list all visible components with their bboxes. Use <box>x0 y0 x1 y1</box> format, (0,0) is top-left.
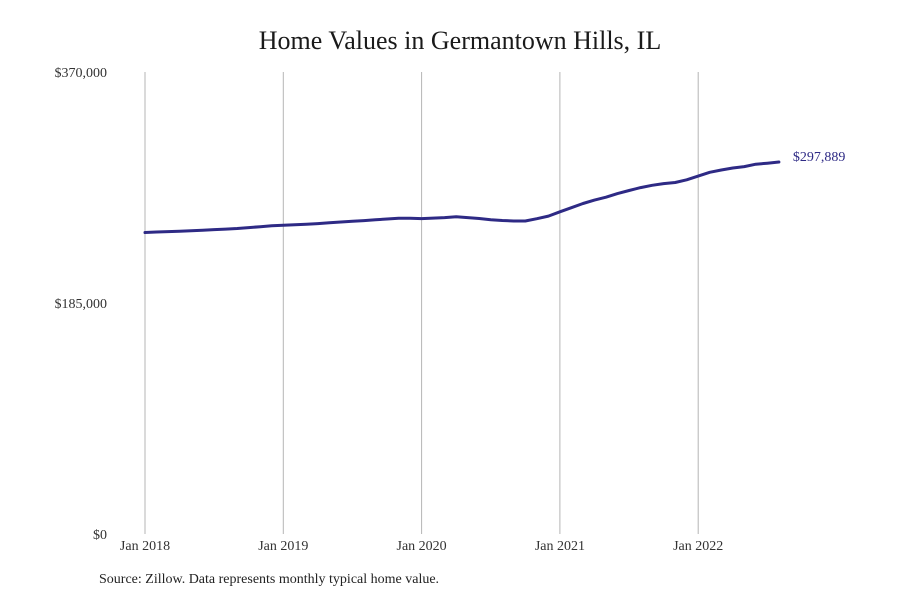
series-line-home-value <box>143 160 781 234</box>
y-tick-label: $370,000 <box>55 66 108 81</box>
source-note: Source: Zillow. Data represents monthly … <box>99 572 440 587</box>
y-tick-label: $185,000 <box>55 297 108 312</box>
y-tick-label: $0 <box>93 528 107 543</box>
x-tick-label: Jan 2020 <box>397 539 447 554</box>
vertical-gridlines <box>144 72 699 534</box>
end-value-label: $297,889 <box>793 150 846 165</box>
chart-title: Home Values in Germantown Hills, IL <box>258 26 662 55</box>
x-tick-label: Jan 2018 <box>120 539 170 554</box>
x-tick-label: Jan 2019 <box>258 539 308 554</box>
x-tick-label: Jan 2022 <box>673 539 723 554</box>
x-tick-label: Jan 2021 <box>535 539 585 554</box>
y-axis-labels: $0 $185,000 $370,000 <box>55 66 108 543</box>
x-axis-labels: Jan 2018 Jan 2019 Jan 2020 Jan 2021 Jan 2022 <box>120 539 723 554</box>
